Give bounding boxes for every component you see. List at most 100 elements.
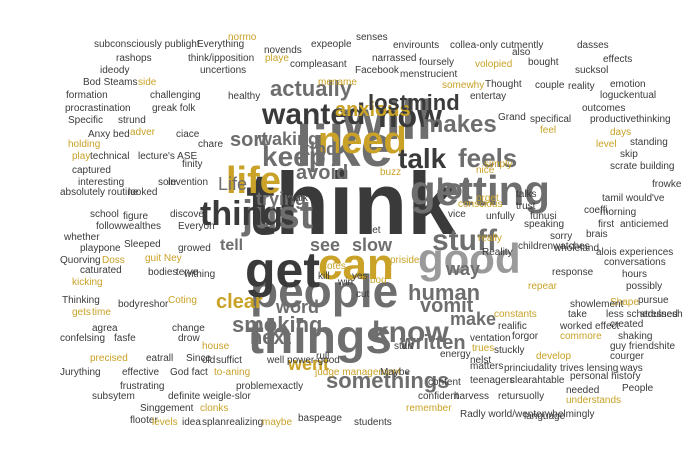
word-lifew: Life: [218, 174, 248, 194]
word-sort: sort: [230, 129, 268, 151]
word-childrenwatches: childrenwatches: [518, 241, 590, 252]
word-specifical: specifical: [530, 114, 572, 125]
word-guy: guy friendshite: [610, 341, 676, 352]
word-response: response: [552, 267, 594, 278]
word-whether: whether: [64, 232, 100, 243]
word-realizing2: really: [478, 233, 502, 244]
word-personal: personal history: [570, 371, 641, 382]
word-develop: develop: [536, 351, 572, 362]
word-getting: getting: [410, 167, 550, 214]
word-opposition: think/ipposition: [188, 53, 255, 64]
word-pursue: pursue: [638, 295, 669, 306]
word-now: now: [378, 98, 442, 134]
word-kind: kind: [300, 139, 338, 159]
word-yes: yes: [352, 271, 368, 282]
word-rashops: rashops: [116, 53, 152, 64]
word-definite: definite weigle-slor: [168, 391, 251, 402]
word-entertay: entertay: [470, 91, 507, 102]
word-conscious: conscious: [458, 199, 503, 210]
word-well: well power-good: [267, 355, 340, 366]
word-playe: playe: [265, 53, 289, 64]
word-chare: chare: [198, 139, 224, 150]
word-body: body: [118, 299, 140, 310]
word-funusi: funusi: [530, 211, 557, 222]
word-reshor: reshor: [140, 299, 169, 310]
word-dasses: dasses: [577, 40, 609, 51]
word-terve: terve: [176, 267, 199, 278]
word-frustrating: frustrating: [120, 381, 165, 392]
word-play: play: [72, 151, 91, 162]
word-will: will: [342, 88, 433, 151]
word-anxious: anxious: [335, 99, 411, 121]
word-trives: trives lensing: [560, 363, 619, 374]
word-house: house: [202, 341, 230, 352]
word-kicking: kicking: [72, 277, 103, 288]
word-effects: effects: [603, 54, 633, 65]
word-reality: reality: [568, 81, 595, 92]
word-also: also: [512, 47, 531, 58]
word-buzz: buzz: [380, 167, 402, 178]
word-exactly: exactly: [272, 381, 304, 392]
word-experiences: alois experiences: [596, 247, 674, 258]
word-take: take: [568, 309, 587, 320]
word-conjuring: coeffi: [584, 205, 608, 216]
word-days: days: [610, 127, 632, 138]
word-strund: strund: [118, 115, 146, 126]
word-nelst: nelst: [470, 355, 492, 366]
word-remember: remember: [406, 403, 452, 414]
word-good: good: [418, 235, 521, 282]
word-adver: adver: [130, 127, 156, 138]
word-nice: nice: [476, 165, 495, 176]
word-outcomes: outcomes: [582, 103, 626, 114]
word-courger: courger: [610, 351, 644, 362]
word-possibly: possibly: [626, 281, 663, 292]
word-drow: drow: [178, 333, 200, 344]
word-whole: wholeland: [554, 243, 600, 254]
word-bodies: bodies: [148, 267, 178, 278]
word-thing: thing: [200, 195, 284, 233]
word-repear: repear: [528, 281, 557, 292]
word-get: get: [245, 242, 320, 298]
word-feel: feel: [540, 125, 557, 136]
word-compleasant: compleasant: [290, 59, 347, 70]
word-next: next: [250, 327, 292, 349]
word-maybe2: maybe: [262, 417, 293, 428]
word-waking: waking: [258, 129, 320, 149]
word-energy: energy: [440, 349, 471, 360]
word-realizing: realizing: [226, 417, 264, 428]
word-formation: formation: [66, 90, 108, 101]
word-language: language: [524, 411, 566, 422]
word-trues: trues: [472, 343, 495, 354]
word-constants: constants: [494, 309, 537, 320]
word-let: let: [370, 225, 381, 236]
word-foursely: foursely: [419, 57, 455, 68]
word-lostmind: lostmind: [368, 90, 460, 115]
word-anxybed: Anxy bed: [88, 129, 130, 140]
word-school: school: [90, 209, 119, 220]
word-clearahtable: clearahtable: [510, 375, 565, 386]
word-life: life: [226, 160, 281, 202]
word-shaking: shaking: [618, 331, 653, 342]
word-tamil: tamil would've: [602, 193, 665, 204]
word-make: make: [450, 309, 497, 329]
word-toaning: to-aning: [214, 367, 251, 378]
word-clonks: clonks: [200, 403, 229, 414]
word-know: know: [372, 316, 449, 349]
word-priside: priside: [390, 255, 420, 266]
word-can: can: [318, 240, 394, 289]
word-level: level: [596, 139, 617, 150]
word-since: Since: [186, 353, 212, 364]
word-realific: realific: [498, 321, 527, 332]
word-tools: talks: [516, 189, 537, 200]
word-commore: commore: [560, 331, 602, 342]
word-first: first: [598, 219, 615, 230]
word-reality2: Reality: [482, 247, 513, 258]
word-side: side: [138, 77, 157, 88]
word-bodsteams: Bod Steams: [83, 77, 138, 88]
word-facebook: Facebook: [355, 65, 399, 76]
word-kill: kill: [318, 271, 330, 282]
word-went: went: [288, 354, 330, 374]
word-people: people: [250, 265, 399, 317]
word-baspeage: baspeage: [298, 413, 342, 424]
